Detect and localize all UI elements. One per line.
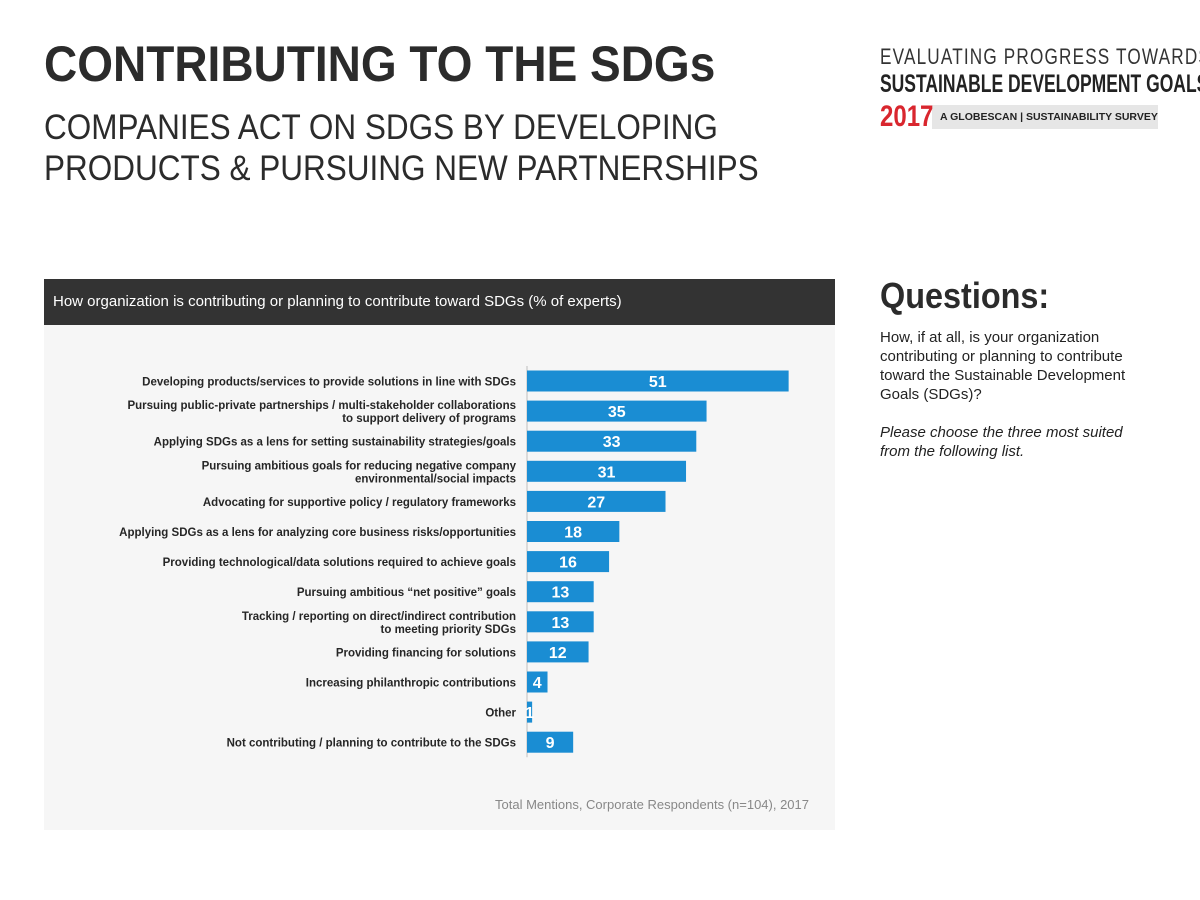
chart-panel: 51 Developing products/services to provid… <box>44 325 835 830</box>
bar <box>527 641 589 663</box>
category-label: Developing products/services to provide … <box>142 377 516 389</box>
logo-line-main: SUSTAINABLE DEVELOPMENT GOALS <box>880 70 1200 98</box>
questions-heading: Questions: <box>880 275 1050 316</box>
chart-footnote: Total Mentions, Corporate Respondents (n… <box>495 797 809 812</box>
page-subtitle: COMPANIES ACT ON SDGS BY DEVELOPING PROD… <box>44 107 759 189</box>
subtitle-line: COMPANIES ACT ON SDGS BY DEVELOPING <box>44 108 718 147</box>
bar <box>527 581 594 603</box>
category-label: Pursuing public-private partnerships / m… <box>127 400 516 425</box>
data-label: 9 <box>546 735 555 752</box>
subtitle-line: PRODUCTS & PURSUING NEW PARTNERSHIPS <box>44 149 759 188</box>
bar <box>527 521 620 542</box>
data-label: 33 <box>603 434 621 451</box>
bar <box>527 701 533 723</box>
category-label: Advocating for supportive policy / regul… <box>203 497 516 509</box>
data-label: 12 <box>549 645 567 662</box>
bar <box>527 611 594 633</box>
data-label: 51 <box>649 374 667 391</box>
data-label: 27 <box>587 494 605 511</box>
bar <box>527 370 789 392</box>
category-label: Providing technological/data solutions r… <box>163 557 516 569</box>
bar <box>527 731 574 753</box>
category-label: Not contributing / planning to contribut… <box>227 738 516 750</box>
bar <box>527 400 707 422</box>
page-title: CONTRIBUTING TO THE SDGs <box>44 36 716 92</box>
chart-title: How organization is contributing or plan… <box>44 279 835 325</box>
bar <box>527 490 666 512</box>
category-label: Applying SDGs as a lens for analyzing co… <box>119 527 516 539</box>
survey-instruction: Please choose the three most suited from… <box>880 424 1123 460</box>
data-label: 1 <box>525 705 534 722</box>
data-label: 16 <box>559 555 577 572</box>
category-label: Other <box>485 708 516 720</box>
category-label: Applying SDGs as a lens for setting sust… <box>154 437 516 449</box>
bar <box>527 430 697 452</box>
bar <box>527 460 687 482</box>
category-label: Providing financing for solutions <box>336 647 516 659</box>
logo-year: 2017 <box>880 100 934 133</box>
questions-panel: Questions: How, if at all, is your organ… <box>880 274 1140 461</box>
bar-chart: 51 Developing products/services to provid… <box>119 366 789 758</box>
data-label: 13 <box>551 615 569 632</box>
data-label: 18 <box>564 525 582 542</box>
category-label: Tracking / reporting on direct/indirect … <box>242 611 516 636</box>
bar <box>527 671 548 693</box>
survey-question: How, if at all, is your organization con… <box>880 329 1126 403</box>
data-label: 13 <box>551 585 569 602</box>
data-label: 35 <box>608 404 626 421</box>
category-label: Increasing philanthropic contributions <box>306 678 516 690</box>
data-label: 31 <box>598 464 616 481</box>
category-label: Pursuing ambitious “net positive” goals <box>297 587 516 599</box>
logo-tagline: A GLOBESCAN | SUSTAINABILITY SURVEY <box>932 105 1158 129</box>
data-label: 4 <box>533 675 542 692</box>
logo-row: 2017 A GLOBESCAN | SUSTAINABILITY SURVEY <box>880 102 1160 132</box>
category-label: Pursuing ambitious goals for reducing ne… <box>202 460 517 485</box>
bar <box>527 551 610 573</box>
